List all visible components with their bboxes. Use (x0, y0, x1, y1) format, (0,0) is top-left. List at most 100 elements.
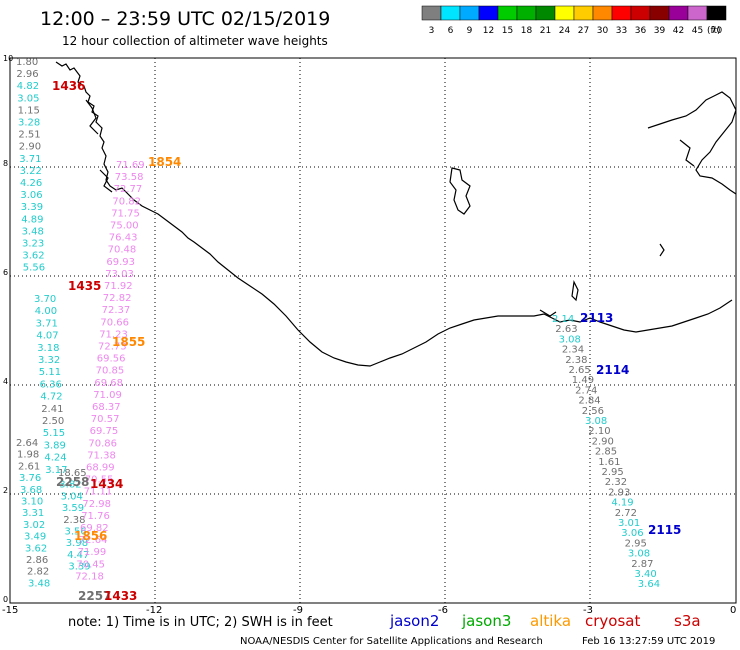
scale-swatch (554, 5, 575, 21)
pass-time-label: 1435 (68, 279, 101, 293)
wave-height-label: 3.32 (38, 355, 60, 366)
pass-time-label: 1433 (104, 589, 137, 603)
wave-height-label: 4.47 (67, 550, 89, 561)
wave-height-label: 68.99 (86, 463, 115, 474)
wave-height-label: 4.00 (35, 306, 57, 317)
wave-height-label: 5.56 (23, 263, 45, 274)
pass-time-label: 1856 (74, 529, 107, 543)
scale-tick-label: 39 (654, 26, 666, 36)
pass-time-label: 2115 (648, 523, 681, 537)
wave-height-label: 71.99 (78, 547, 107, 558)
pass-time-label: 2114 (596, 363, 629, 377)
wave-height-label: 3.31 (22, 508, 44, 519)
wave-height-label: 2.14 (552, 314, 574, 325)
wave-height-label: 2.50 (42, 416, 64, 427)
wave-height-label: 3.64 (638, 579, 660, 590)
pass-time-label: 1434 (90, 477, 123, 491)
wave-height-label: 5.15 (43, 428, 65, 439)
wave-height-label: 2.95 (602, 467, 624, 478)
legend-jason3: jason3 (461, 612, 511, 630)
wave-height-label: 3.48 (28, 578, 50, 589)
wave-height-label: 69.93 (106, 257, 135, 268)
wave-height-label: 2.56 (582, 406, 604, 417)
wave-height-label: 2.85 (595, 447, 617, 458)
wave-height-label: 3.08 (559, 334, 581, 345)
wave-height-label: 69.75 (90, 426, 119, 437)
wave-height-label: 1.98 (17, 450, 39, 461)
y-tick-label: 0 (3, 595, 8, 604)
footer-note: note: 1) Time is in UTC; 2) SWH is in fe… (68, 615, 333, 630)
scale-swatch (497, 5, 518, 21)
wave-height-label: 1.49 (572, 375, 594, 386)
scale-tick-label: 27 (578, 26, 589, 36)
wave-height-label: 1.80 (16, 57, 38, 68)
wave-height-label: 70.66 (100, 317, 129, 328)
scale-tick-label: 36 (635, 26, 647, 36)
x-tick-label: -12 (146, 605, 162, 616)
y-axis: 0 2 4 6 8 10 (3, 54, 13, 604)
wave-height-label: 71.69 (116, 160, 145, 171)
wave-height-label: 2.38 (63, 515, 85, 526)
scale-swatch (440, 5, 461, 21)
wave-height-label: 3.48 (22, 226, 44, 237)
wave-height-label: 71.76 (81, 511, 110, 522)
wave-height-label: 72.82 (103, 293, 132, 304)
wave-height-label: 3.62 (22, 251, 44, 262)
y-tick-label: 4 (3, 377, 8, 386)
wave-height-label: 3.01 (618, 518, 640, 529)
wave-height-label: 2.74 (575, 385, 597, 396)
wave-height-label: 4.26 (20, 178, 42, 189)
scale-tick-label: 24 (559, 26, 571, 36)
wave-height-label: 2.90 (592, 436, 614, 447)
wave-height-label: 2.87 (631, 559, 653, 570)
wave-height-label: 3.08 (585, 416, 607, 427)
legend-cryosat: cryosat (585, 612, 640, 630)
wave-height-label: 69.68 (94, 378, 123, 389)
wave-height-label: 3.71 (19, 154, 41, 165)
scale-swatch (592, 5, 613, 21)
wave-height-label: 4.19 (611, 498, 633, 509)
wave-height-label: 70.57 (91, 414, 120, 425)
scale-swatch (649, 5, 670, 21)
wave-height-label: 2.90 (19, 142, 41, 153)
wave-height-label: 3.17 (45, 465, 67, 476)
wave-height-label: 4.82 (17, 81, 39, 92)
y-tick-label: 6 (3, 268, 8, 277)
wave-height-label: 2.96 (16, 69, 38, 80)
wave-height-label: 1.61 (598, 457, 620, 468)
wave-height-label: 70.45 (76, 559, 105, 570)
wave-height-label: 2.72 (615, 508, 637, 519)
wave-height-label: 2.84 (578, 396, 600, 407)
wave-height-label: 2.95 (625, 538, 647, 549)
wave-height-label: 71.38 (87, 450, 116, 461)
scale-tick-label: 30 (597, 26, 609, 36)
wave-height-label: 2.38 (565, 355, 587, 366)
wave-height-label: 1.15 (18, 105, 40, 116)
wave-height-label: 71.92 (104, 281, 133, 292)
wave-height-label: 3.71 (36, 318, 58, 329)
scale-tick-label: 33 (616, 26, 627, 36)
scale-swatch (535, 5, 556, 21)
wave-height-label: 3.02 (23, 520, 45, 531)
satellite-legend: jason2 jason3 altika cryosat s3a (389, 612, 701, 630)
wave-height-label: 4.72 (40, 392, 62, 403)
wave-height-label: 3.05 (17, 93, 39, 104)
page-subtitle: 12 hour collection of altimeter wave hei… (62, 34, 328, 48)
wave-height-label: 70.48 (108, 245, 137, 256)
wave-height-label: 72.73 (98, 342, 127, 353)
x-tick-label: 0 (730, 605, 736, 616)
y-tick-label: 2 (3, 486, 8, 495)
footer-timestamp: Feb 16 13:27:59 UTC 2019 (582, 636, 715, 647)
wave-height-label: 2.10 (588, 426, 610, 437)
pass-time-label: 1854 (148, 155, 181, 169)
wave-height-label: 2.64 (16, 438, 38, 449)
y-tick-label: 8 (3, 159, 8, 168)
x-tick-label: -3 (583, 605, 593, 616)
y-tick-label: 10 (3, 54, 13, 63)
wave-height-label: 2.86 (26, 555, 48, 566)
wave-height-label: 73.03 (105, 269, 134, 280)
wave-height-label: 3.68 (20, 485, 42, 496)
wave-height-label: 3.28 (18, 118, 40, 129)
wave-height-label: 70.82 (112, 196, 141, 207)
